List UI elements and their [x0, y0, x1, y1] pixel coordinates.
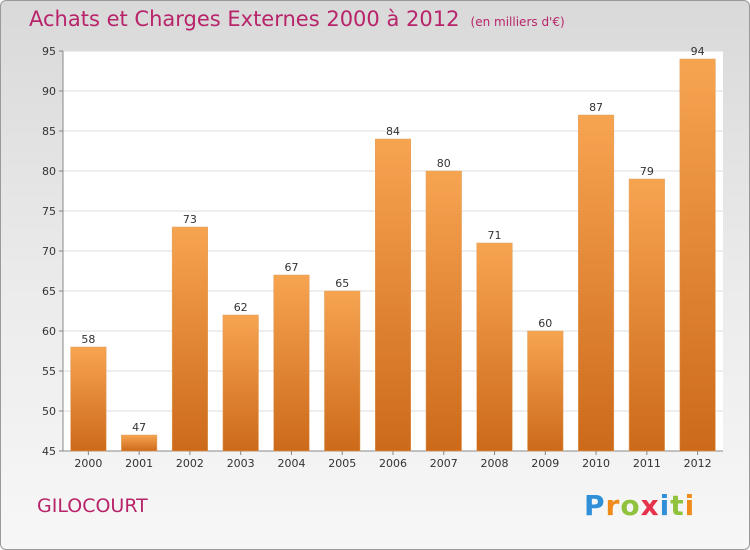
chart-title: Achats et Charges Externes 2000 à 2012 (… [29, 7, 565, 31]
y-tick-label: 80 [42, 165, 56, 178]
x-tick-label-2008: 2008 [481, 457, 509, 470]
x-tick-label-2012: 2012 [684, 457, 712, 470]
y-tick-label: 85 [42, 125, 56, 138]
x-tick-label-2003: 2003 [227, 457, 255, 470]
bar-2011 [628, 178, 665, 452]
y-tick-label: 60 [42, 325, 56, 338]
x-tick-label-2002: 2002 [176, 457, 204, 470]
y-tick-label: 45 [42, 445, 56, 458]
bar-2005 [324, 290, 361, 452]
bar-2000 [70, 346, 107, 452]
data-label-2012: 94 [691, 45, 705, 58]
bar-2002 [171, 226, 208, 452]
data-label-2001: 47 [132, 421, 146, 434]
bar-2003 [222, 314, 259, 452]
data-label-2010: 87 [589, 101, 603, 114]
bar-2008 [476, 242, 513, 452]
bar-2001 [121, 434, 158, 452]
chart-title-unit: (en milliers d'€) [470, 15, 565, 29]
bar-2004 [273, 274, 310, 452]
y-tick-label: 65 [42, 285, 56, 298]
y-tick-label: 50 [42, 405, 56, 418]
x-tick-label-2011: 2011 [633, 457, 661, 470]
data-label-2005: 65 [335, 277, 349, 290]
bar-2006 [374, 138, 412, 452]
data-label-2009: 60 [538, 317, 552, 330]
data-label-2002: 73 [183, 213, 197, 226]
y-tick-label: 70 [42, 245, 56, 258]
y-tick-label: 55 [42, 365, 56, 378]
x-tick-label-2005: 2005 [328, 457, 356, 470]
data-label-2000: 58 [81, 333, 95, 346]
y-tick-label: 75 [42, 205, 56, 218]
x-tick-label-2010: 2010 [582, 457, 610, 470]
y-tick-label: 90 [42, 85, 56, 98]
data-label-2011: 79 [640, 165, 654, 178]
x-tick-label-2007: 2007 [430, 457, 458, 470]
x-tick-label-2004: 2004 [277, 457, 305, 470]
data-label-2006: 84 [386, 125, 400, 138]
data-label-2004: 67 [284, 261, 298, 274]
y-tick-label: 95 [42, 45, 56, 58]
x-tick-label-2001: 2001 [125, 457, 153, 470]
bar-2007 [425, 170, 462, 452]
data-label-2008: 71 [488, 229, 502, 242]
x-tick-label-2009: 2009 [531, 457, 559, 470]
commune-name: GILOCOURT [37, 495, 148, 517]
data-label-2007: 80 [437, 157, 451, 170]
data-label-2003: 62 [234, 301, 248, 314]
x-tick-label-2006: 2006 [379, 457, 407, 470]
bar-2012 [679, 58, 716, 452]
chart-title-main: Achats et Charges Externes 2000 à 2012 [29, 7, 460, 31]
proxiti-logo: Proxiti [584, 489, 696, 522]
bar-2010 [578, 114, 615, 452]
plot-area: 45 50 55 60 65 70 75 80 85 90 95 58 2000 47 2001 73 2002… [42, 45, 723, 470]
x-tick-label-2000: 2000 [74, 457, 102, 470]
bar-2009 [527, 330, 564, 452]
